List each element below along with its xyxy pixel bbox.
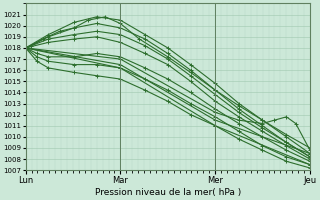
X-axis label: Pression niveau de la mer( hPa ): Pression niveau de la mer( hPa ) bbox=[95, 188, 241, 197]
